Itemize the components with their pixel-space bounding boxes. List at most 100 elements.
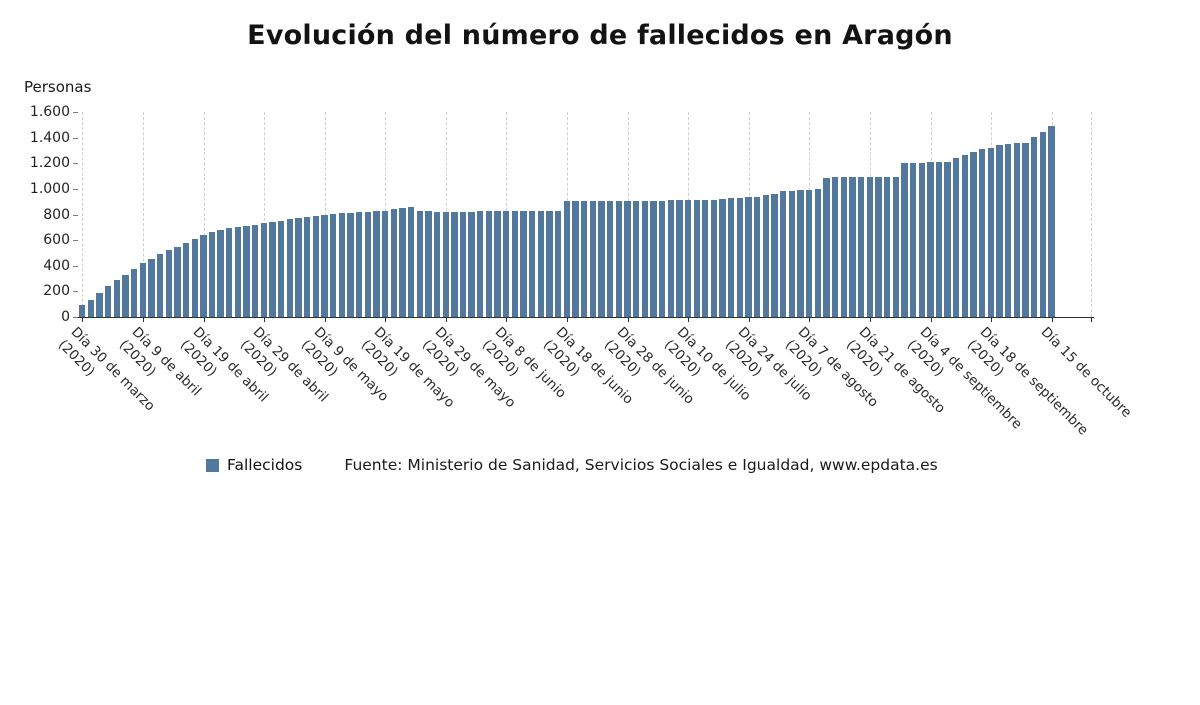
- bar: [529, 211, 536, 317]
- x-tick-mark: [1051, 318, 1053, 322]
- y-tick-mark: [73, 214, 78, 216]
- gridline: [1091, 112, 1092, 317]
- bar: [831, 177, 839, 317]
- bar: [546, 210, 553, 317]
- y-axis-label: 1.000: [29, 180, 70, 197]
- y-tick-mark: [73, 112, 78, 113]
- bar: [762, 195, 770, 317]
- bar: [226, 227, 233, 317]
- bar: [442, 211, 449, 317]
- bar: [944, 162, 951, 317]
- y-tick-mark: [73, 265, 78, 267]
- bar: [901, 163, 908, 317]
- bar: [477, 211, 484, 317]
- bar: [650, 200, 657, 317]
- bar: [676, 200, 683, 317]
- bar: [1013, 143, 1021, 317]
- x-tick-mark: [203, 318, 205, 322]
- y-axis-label: 1.200: [29, 155, 70, 172]
- bar: [451, 211, 458, 317]
- bar: [710, 200, 718, 317]
- bar: [693, 200, 700, 317]
- bar: [399, 208, 406, 317]
- bar: [918, 162, 925, 317]
- bar: [953, 158, 960, 317]
- y-tick-mark: [73, 291, 78, 293]
- y-tick-mark: [73, 137, 78, 139]
- bar: [935, 162, 943, 317]
- bar: [295, 218, 302, 317]
- bar: [364, 211, 371, 317]
- bar: [191, 238, 198, 317]
- bar: [979, 149, 986, 317]
- bar: [641, 200, 648, 317]
- bar: [598, 200, 605, 317]
- bar: [494, 211, 501, 317]
- y-tick-mark: [73, 317, 78, 318]
- bar: [840, 177, 847, 317]
- bar: [390, 209, 397, 317]
- bar: [485, 211, 493, 317]
- bar: [243, 225, 250, 317]
- x-tick-mark: [506, 318, 508, 322]
- bar: [217, 229, 224, 317]
- bar: [849, 177, 856, 317]
- bar: [182, 242, 190, 317]
- bar: [1005, 143, 1012, 317]
- x-tick-mark: [264, 318, 266, 322]
- x-tick-mark: [930, 318, 932, 322]
- bar: [200, 235, 207, 317]
- bar: [788, 190, 796, 317]
- legend-label: Fallecidos: [227, 456, 303, 474]
- bar: [174, 246, 181, 317]
- bar: [321, 214, 328, 317]
- bar: [606, 200, 614, 317]
- gridline: [142, 112, 144, 317]
- bar: [771, 193, 778, 317]
- y-axis-labels: 0 200 400 600 800 1.000 1.200 1.400 1.600: [4, 104, 70, 325]
- bar: [632, 200, 640, 317]
- x-tick-mark: [627, 318, 629, 322]
- bar: [468, 211, 475, 317]
- bar: [286, 219, 294, 317]
- bar: [961, 154, 969, 317]
- bar: [927, 162, 934, 317]
- bar: [909, 162, 917, 317]
- y-axis-label: 200: [43, 283, 70, 300]
- bar: [347, 212, 354, 317]
- bar: [459, 211, 467, 317]
- x-tick-mark: [567, 318, 568, 322]
- x-tick-mark: [991, 318, 993, 322]
- x-tick-mark: [748, 318, 750, 322]
- bar: [407, 207, 415, 317]
- bar: [503, 211, 510, 317]
- bar: [814, 188, 821, 317]
- bar: [139, 263, 146, 317]
- gridline: [82, 112, 84, 317]
- bar: [104, 286, 112, 317]
- x-tick-mark: [82, 318, 84, 322]
- bar: [338, 213, 345, 317]
- y-axis-label: 1.400: [29, 129, 70, 146]
- bar: [987, 147, 995, 317]
- bar: [1039, 131, 1047, 317]
- bar: [329, 213, 337, 317]
- bar: [866, 176, 873, 317]
- bar: [520, 211, 527, 317]
- bar: [537, 211, 545, 317]
- bar: [736, 197, 744, 317]
- bar: [555, 210, 562, 317]
- y-axis-label: 600: [43, 232, 70, 249]
- y-tick-mark: [73, 240, 78, 242]
- bar: [433, 211, 441, 317]
- bar: [312, 215, 320, 317]
- bar: [122, 274, 129, 317]
- bar: [208, 232, 216, 317]
- bar: [269, 221, 276, 317]
- bar: [156, 254, 164, 317]
- gridline: [203, 112, 205, 317]
- bar: [892, 176, 899, 317]
- x-tick-mark: [688, 318, 690, 322]
- y-axis-label: 1.600: [29, 104, 70, 120]
- x-tick-mark: [385, 318, 387, 322]
